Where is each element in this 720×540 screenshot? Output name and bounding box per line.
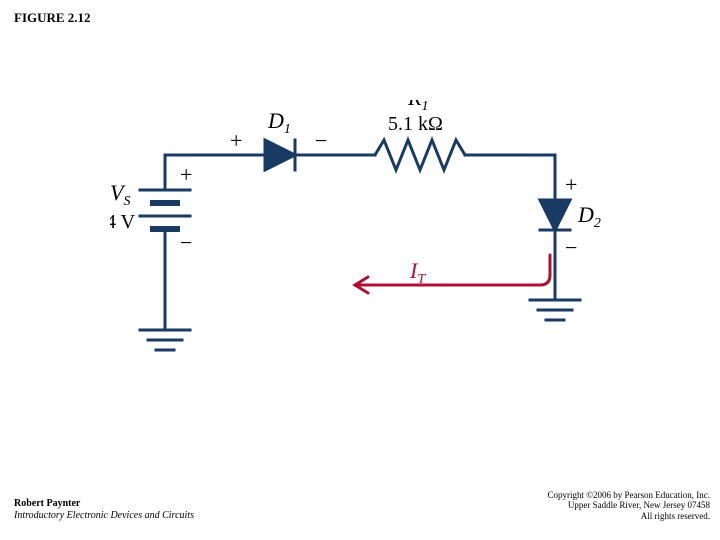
source-minus: − (180, 230, 192, 255)
copyright-line-2: Upper Saddle River, New Jersey 07458 (547, 500, 710, 511)
footer-left: Robert Paynter Introductory Electronic D… (14, 498, 194, 522)
source-plus: + (180, 162, 192, 187)
copyright-line-3: All rights reserved. (547, 511, 710, 522)
current-label: IT (409, 258, 426, 287)
resistor-name: R1 (407, 100, 428, 114)
figure-title: FIGURE 2.12 (14, 10, 91, 26)
source-name: VS (110, 180, 130, 209)
author-name: Robert Paynter (14, 498, 194, 510)
diode1-plus: + (230, 128, 242, 153)
copyright-line-1: Copyright ©2006 by Pearson Education, In… (547, 490, 710, 501)
book-title: Introductory Electronic Devices and Circ… (14, 510, 194, 522)
diode2-name: D2 (577, 202, 601, 231)
diode1-name: D1 (267, 108, 291, 137)
footer-right: Copyright ©2006 by Pearson Education, In… (547, 490, 710, 522)
circuit-diagram: VS 4 V D1 + − R1 5.1 kΩ D2 + − + − IT (110, 100, 610, 420)
diode2-plus: + (565, 172, 577, 197)
resistor-value: 5.1 kΩ (388, 113, 443, 135)
source-value: 4 V (110, 211, 136, 233)
diode2-minus: − (565, 235, 577, 260)
diode1-minus: − (315, 128, 327, 153)
